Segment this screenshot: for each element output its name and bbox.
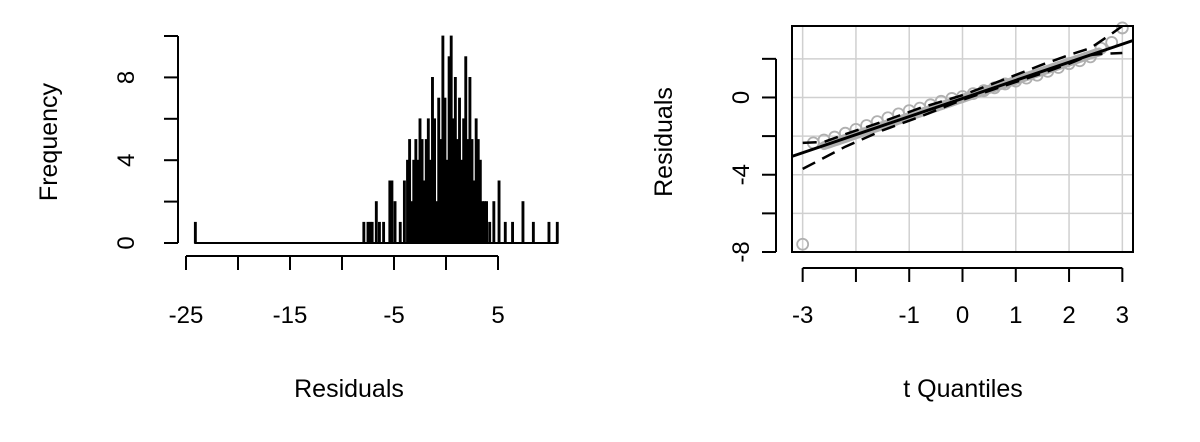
qq-x-tick-label: 2 bbox=[1062, 302, 1075, 329]
histogram-bar bbox=[370, 221, 374, 244]
histogram-x-axis-title: Residuals bbox=[294, 375, 404, 403]
histogram-bar bbox=[547, 221, 551, 244]
histogram-bar bbox=[374, 201, 378, 244]
histogram-bar bbox=[488, 221, 492, 244]
histogram-y-tick-label: 8 bbox=[113, 71, 140, 84]
qq-point bbox=[796, 237, 810, 251]
qq-plot-y-axis: -8 -4 0 bbox=[728, 57, 777, 263]
qq-plot-panel: -3 -1 0 1 2 3 -8 -4 0 t Quantiles Residuals bbox=[650, 21, 1134, 403]
histogram-x-tick-label: -15 bbox=[273, 302, 308, 329]
qq-x-tick-label: 3 bbox=[1116, 302, 1129, 329]
histogram-bar bbox=[377, 221, 381, 244]
histogram-bar bbox=[521, 201, 525, 244]
qq-plot-x-axis-title: t Quantiles bbox=[903, 375, 1023, 403]
histogram-bar bbox=[362, 221, 366, 244]
histogram-bar bbox=[531, 221, 535, 244]
histogram-bar bbox=[193, 221, 197, 244]
histogram-bar bbox=[492, 201, 496, 244]
histogram-x-tick-label: -5 bbox=[383, 302, 404, 329]
histogram-y-axis-title: Frequency bbox=[35, 82, 63, 201]
histogram-bar bbox=[485, 201, 488, 244]
histogram-bar bbox=[382, 221, 386, 244]
histogram-bar bbox=[497, 180, 501, 244]
histogram-bar bbox=[555, 221, 559, 244]
histogram-bar bbox=[390, 180, 394, 244]
qq-point bbox=[1115, 21, 1129, 35]
histogram-x-tick-label: -25 bbox=[169, 302, 204, 329]
histogram-y-tick-label: 0 bbox=[113, 236, 140, 249]
histogram-bars bbox=[193, 35, 559, 244]
histogram-x-axis: -25 -15 -5 5 bbox=[169, 255, 505, 329]
histogram-x-tick-label: 5 bbox=[491, 302, 504, 329]
qq-plot-box bbox=[791, 25, 1134, 253]
histogram-y-axis: 0 4 8 bbox=[113, 35, 179, 250]
qq-x-tick-label: 1 bbox=[1009, 302, 1022, 329]
histogram-bar bbox=[398, 221, 402, 244]
histogram-bar bbox=[503, 221, 507, 244]
qq-x-tick-label: -1 bbox=[899, 302, 920, 329]
qq-x-tick-label: -3 bbox=[792, 302, 813, 329]
histogram-y-tick-label: 4 bbox=[113, 154, 140, 167]
qq-envelope-lower bbox=[802, 51, 1123, 171]
histogram-panel: -25 -15 -5 5 0 4 8 Residuals Frequency bbox=[35, 35, 559, 403]
qq-y-tick-label: -4 bbox=[728, 164, 755, 185]
qq-x-tick-label: 0 bbox=[956, 302, 969, 329]
qq-plot-lines bbox=[791, 24, 1134, 171]
histogram-bar bbox=[393, 201, 397, 244]
qq-plot-x-axis: -3 -1 0 1 2 3 bbox=[792, 267, 1129, 329]
histogram-bar bbox=[511, 221, 514, 244]
qq-y-tick-label: 0 bbox=[728, 91, 755, 104]
histogram-bar bbox=[402, 180, 406, 244]
qq-envelope-upper bbox=[802, 24, 1124, 145]
qq-y-tick-label: -8 bbox=[728, 241, 755, 262]
qq-plot-y-axis-title: Residuals bbox=[650, 87, 678, 197]
